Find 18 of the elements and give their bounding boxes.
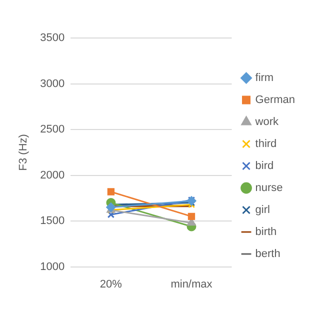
y-tick-label: 3000 bbox=[40, 78, 65, 90]
legend-label: firm bbox=[255, 72, 274, 84]
legend-label: nurse bbox=[255, 182, 283, 194]
legend-label: third bbox=[255, 138, 277, 150]
y-axis-title: F3 (Hz) bbox=[18, 134, 30, 171]
y-tick-label: 2500 bbox=[40, 124, 65, 136]
x-tick-label: 20% bbox=[100, 278, 122, 290]
y-tick-label: 3500 bbox=[40, 32, 65, 44]
legend-label: girl bbox=[255, 204, 270, 216]
legend-label: birth bbox=[255, 226, 277, 238]
x-tick-label: min/max bbox=[170, 278, 213, 290]
legend-label: work bbox=[254, 116, 279, 128]
legend-label: German bbox=[255, 94, 296, 106]
legend-label: berth bbox=[255, 248, 280, 260]
y-tick-label: 2000 bbox=[40, 169, 65, 182]
y-tick-label: 1000 bbox=[40, 260, 65, 273]
legend-label: bird bbox=[255, 160, 274, 172]
y-tick-label: 1500 bbox=[40, 215, 65, 228]
